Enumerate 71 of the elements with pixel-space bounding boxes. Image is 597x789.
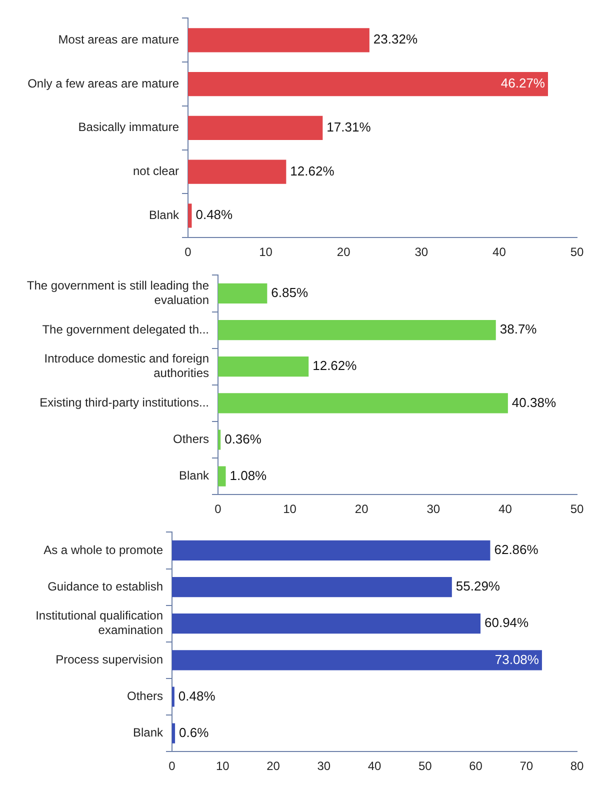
data-label: 0.6% [179,724,210,740]
x-tick-label: 10 [283,502,297,516]
x-tick-label: 0 [184,245,192,260]
y-tick-label: As a whole to promote [44,542,164,557]
bar [172,650,542,670]
bar [172,540,490,561]
x-tick-label: 40 [492,245,506,260]
x-tick-label: 20 [354,502,369,516]
x-tick-label: 20 [266,759,280,774]
bar [218,393,508,414]
data-label: 1.08% [230,468,268,483]
data-label: 38.7% [500,322,538,337]
data-label: 55.29% [456,578,500,594]
bar [218,320,496,340]
x-tick-label: 0 [168,759,176,774]
x-tick-label: 10 [216,759,230,774]
data-label: 40.38% [512,394,556,410]
y-tick-label: Blank [148,208,180,222]
y-tick-label: Existing third-party institutions... [40,395,209,410]
data-label: 0.48% [196,207,234,222]
data-label: 0.36% [224,431,262,446]
data-label: 73.08% [494,652,540,667]
x-tick-label: 70 [520,759,534,774]
bar [218,356,309,377]
bar [172,576,452,598]
bar [218,283,268,304]
y-tick-label: Blank [132,726,164,740]
x-tick-label: 40 [498,502,512,516]
x-tick-label: 80 [570,759,584,774]
y-tick-label: The government delegated th... [42,322,209,336]
y-tick-label: The government is still leading the evaluation [26,278,210,307]
y-tick-label: Guidance to establish [48,579,163,594]
y-tick-label: Only a few areas are mature [28,76,180,90]
bar [188,72,548,96]
data-label: 23.32% [373,32,418,47]
data-label: 62.86% [494,542,539,558]
x-tick-label: 20 [336,245,351,260]
y-tick-label: Introduce domestic and foreign authorities [44,352,209,380]
data-label: 0.48% [178,688,216,704]
data-label: 6.85% [271,285,308,300]
x-tick-label: 50 [570,245,584,260]
x-tick-label: 10 [259,245,273,260]
y-tick-label: Most areas are mature [58,32,180,46]
bar [218,430,221,450]
bar [188,116,323,140]
bar [188,160,286,184]
x-tick-label: 30 [317,759,331,774]
y-tick-label: Process supervision [56,652,163,666]
data-label: 60.94% [484,615,530,630]
bar [188,28,370,52]
x-tick-label: 50 [418,759,432,774]
x-tick-label: 60 [469,759,483,774]
bar [172,723,176,744]
bar [188,204,192,228]
x-tick-label: 50 [570,502,584,516]
x-tick-label: 40 [368,759,382,774]
y-tick-label: Others [172,432,209,446]
y-tick-label: Blank [178,468,210,483]
data-label: 46.27% [500,76,546,91]
y-tick-label: Basically immature [78,120,180,134]
data-label: 12.62% [290,163,335,178]
y-tick-label: Others [126,689,163,704]
bar [172,614,481,634]
x-tick-label: 0 [214,502,222,516]
y-tick-label: Institutional qualification examination [36,608,163,638]
y-tick-label: not clear [132,164,179,178]
data-label: 12.62% [312,358,358,374]
x-tick-label: 30 [414,245,428,260]
data-label: 17.31% [326,119,372,134]
bar [218,466,226,486]
x-tick-label: 30 [426,502,440,516]
